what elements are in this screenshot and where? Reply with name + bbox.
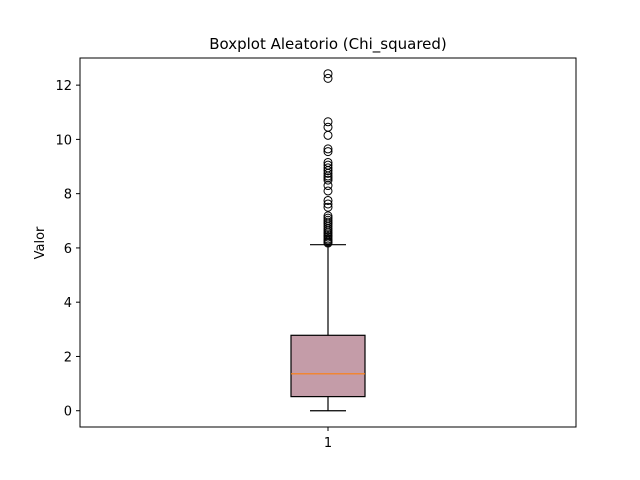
iqr-box xyxy=(290,334,366,398)
y-tick-label: 12 xyxy=(55,79,72,94)
y-tick-label: 2 xyxy=(64,350,72,365)
outlier-point xyxy=(323,195,333,205)
outlier-point xyxy=(323,147,333,157)
y-tick-label: 6 xyxy=(64,242,72,257)
outlier-point xyxy=(323,130,333,140)
y-tick-label: 4 xyxy=(64,296,72,311)
outlier-point xyxy=(323,157,333,167)
outlier-point xyxy=(323,122,333,132)
y-tick-label: 10 xyxy=(55,133,72,148)
outlier-point xyxy=(323,73,333,83)
outlier-point xyxy=(323,117,333,127)
outlier-point xyxy=(323,175,333,185)
outlier-point xyxy=(323,215,333,225)
outlier-point xyxy=(323,69,333,79)
outlier-point xyxy=(323,160,333,170)
y-tick-label: 8 xyxy=(64,188,72,203)
x-tick-label: 1 xyxy=(324,436,332,451)
y-axis-label: Valor xyxy=(33,226,48,259)
outlier-point xyxy=(323,202,333,212)
outlier-point xyxy=(323,186,333,196)
plot-area: 0 2 4 6 8 10 12 1 xyxy=(55,69,366,451)
plot-frame xyxy=(79,57,577,428)
outlier-point xyxy=(323,213,333,223)
chart-title: Boxplot Aleatorio (Chi_squared) xyxy=(209,35,447,54)
y-tick-label: 0 xyxy=(64,405,72,420)
outlier-point xyxy=(323,199,333,209)
outlier-point xyxy=(323,144,333,154)
outlier-point xyxy=(323,211,333,221)
outlier-point xyxy=(323,163,333,173)
